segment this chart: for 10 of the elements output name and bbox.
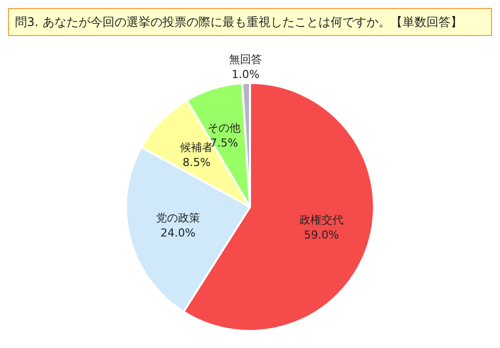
slice-label: 政権交代 [299, 214, 344, 227]
data-label: 24.0% [160, 226, 196, 240]
data-label: 1.0% [232, 68, 260, 81]
slice-label: その他 [208, 122, 241, 135]
slice-label: 候補者 [180, 141, 214, 154]
slice-label: 党の政策 [156, 211, 200, 224]
data-label: 59.0% [304, 228, 339, 242]
chart-title: 問3. あなたが今回の選挙の投票の際に最も重視したことは何ですか。【単数回答】 [8, 8, 492, 36]
slice-label: 無回答 [229, 52, 262, 66]
data-label: 8.5% [182, 156, 211, 170]
